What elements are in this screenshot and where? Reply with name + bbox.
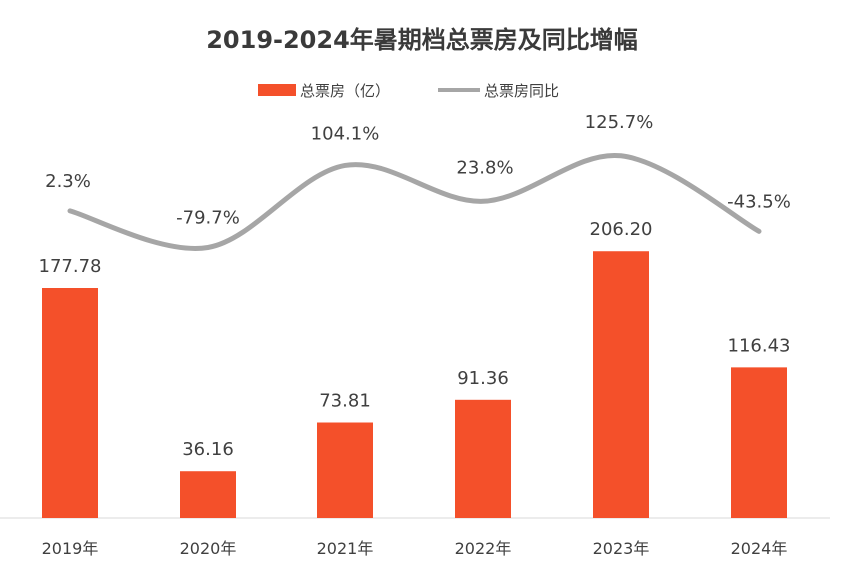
bar-2024年	[731, 367, 787, 518]
yoy-value-label: 104.1%	[311, 123, 380, 144]
chart-title: 2019-2024年暑期档总票房及同比增幅	[206, 26, 638, 54]
bar-value-label: 177.78	[39, 256, 102, 277]
yoy-value-label: -79.7%	[176, 207, 240, 228]
x-tick-label: 2020年	[180, 539, 237, 558]
bar-2023年	[593, 251, 649, 518]
legend-line-label: 总票房同比	[484, 82, 559, 100]
x-tick-label: 2024年	[731, 539, 788, 558]
x-tick-label: 2021年	[317, 539, 374, 558]
yoy-value-label: 125.7%	[585, 112, 654, 133]
bar-value-label: 91.36	[457, 368, 509, 389]
yoy-value-label: 23.8%	[456, 157, 513, 178]
yoy-value-label: -43.5%	[727, 191, 791, 212]
x-tick-label: 2019年	[42, 539, 99, 558]
x-tick-label: 2022年	[455, 539, 512, 558]
legend-bar-label: 总票房（亿）	[300, 82, 390, 100]
x-tick-label: 2023年	[593, 539, 650, 558]
legend: 总票房（亿） 总票房同比	[258, 82, 559, 100]
bar-2021年	[317, 422, 373, 518]
bar-value-label: 36.16	[182, 439, 234, 460]
yoy-series-line	[67, 153, 762, 251]
bar-series	[42, 251, 787, 518]
bar-value-label: 116.43	[728, 335, 791, 356]
bar-2019年	[42, 288, 98, 518]
legend-bar-swatch	[258, 84, 296, 96]
bar-2020年	[180, 471, 236, 518]
bar-data-labels: 177.78 36.16 73.81 91.36 206.20 116.43	[39, 219, 791, 460]
bar-value-label: 206.20	[590, 219, 653, 240]
bar-value-label: 73.81	[319, 391, 371, 412]
x-axis-ticks: 2019年 2020年 2021年 2022年 2023年 2024年	[42, 539, 788, 558]
yoy-value-label: 2.3%	[45, 171, 91, 192]
line-data-labels: 2.3% -79.7% 104.1% 23.8% 125.7% -43.5%	[45, 112, 791, 248]
bar-2022年	[455, 399, 511, 518]
